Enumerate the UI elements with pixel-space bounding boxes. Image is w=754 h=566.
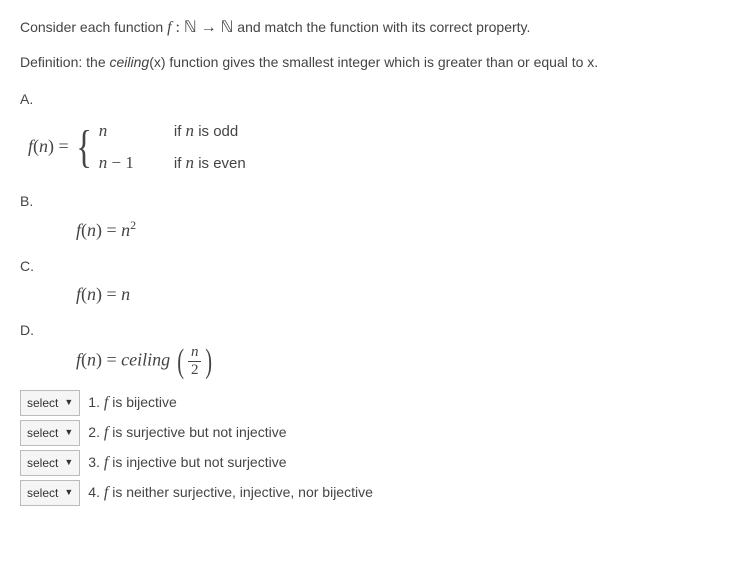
definition-pre: Definition: the bbox=[20, 54, 110, 70]
answer-rows: select ▼ 1. f is bijective select ▼ 2. f… bbox=[20, 390, 734, 506]
definition-text: Definition: the ceiling(x) function give… bbox=[20, 52, 734, 73]
label-d: D. bbox=[20, 320, 734, 341]
fa-case1-cond: if n is odd bbox=[174, 118, 246, 144]
intro-n2: ℕ bbox=[221, 19, 234, 36]
option-1-text: 1. f is bijective bbox=[88, 391, 177, 415]
label-b: B. bbox=[20, 191, 734, 212]
select-dropdown-2[interactable]: select ▼ bbox=[20, 420, 80, 446]
option-2-text: 2. f is surjective but not injective bbox=[88, 421, 286, 445]
select-label: select bbox=[27, 394, 58, 412]
formula-a: f(n) = { n if n is odd n − 1 if n is eve… bbox=[28, 118, 734, 175]
fa-case2-cond: if n is even bbox=[174, 150, 246, 176]
intro-pre: Consider each function bbox=[20, 19, 167, 35]
select-label: select bbox=[27, 454, 58, 472]
intro-arrow: → bbox=[201, 19, 221, 36]
select-label: select bbox=[27, 484, 58, 502]
intro-text: Consider each function f : ℕ → ℕ and mat… bbox=[20, 16, 734, 40]
chevron-down-icon: ▼ bbox=[64, 426, 73, 440]
chevron-down-icon: ▼ bbox=[64, 396, 73, 410]
option-4-text: 4. f is neither surjective, injective, n… bbox=[88, 481, 373, 505]
label-a: A. bbox=[20, 89, 734, 110]
select-dropdown-1[interactable]: select ▼ bbox=[20, 390, 80, 416]
definition-ceil: ceiling bbox=[110, 54, 150, 70]
answer-row-1: select ▼ 1. f is bijective bbox=[20, 390, 734, 416]
intro-n1: ℕ bbox=[184, 19, 197, 36]
chevron-down-icon: ▼ bbox=[64, 486, 73, 500]
formula-c: f(n) = n bbox=[76, 281, 734, 308]
select-label: select bbox=[27, 424, 58, 442]
fraction: n2 bbox=[188, 345, 202, 378]
intro-colon: : bbox=[175, 19, 183, 36]
fa-case1-val: n bbox=[99, 118, 134, 144]
intro-post: and match the function with its correct … bbox=[237, 19, 530, 35]
select-dropdown-3[interactable]: select ▼ bbox=[20, 450, 80, 476]
chevron-down-icon: ▼ bbox=[64, 456, 73, 470]
option-3-text: 3. f is injective but not surjective bbox=[88, 451, 286, 475]
formula-d: f(n) = ceiling (n2) bbox=[76, 345, 734, 378]
formula-b: f(n) = n2 bbox=[76, 216, 734, 244]
brace-icon: { bbox=[76, 126, 91, 167]
fa-n: n bbox=[39, 136, 48, 156]
fa-eq: = bbox=[54, 136, 69, 156]
fa-case2-val: n − 1 bbox=[99, 150, 134, 176]
answer-row-2: select ▼ 2. f is surjective but not inje… bbox=[20, 420, 734, 446]
answer-row-4: select ▼ 4. f is neither surjective, inj… bbox=[20, 480, 734, 506]
select-dropdown-4[interactable]: select ▼ bbox=[20, 480, 80, 506]
label-c: C. bbox=[20, 256, 734, 277]
definition-post: (x) function gives the smallest integer … bbox=[149, 54, 598, 70]
answer-row-3: select ▼ 3. f is injective but not surje… bbox=[20, 450, 734, 476]
intro-f: f bbox=[167, 19, 171, 36]
